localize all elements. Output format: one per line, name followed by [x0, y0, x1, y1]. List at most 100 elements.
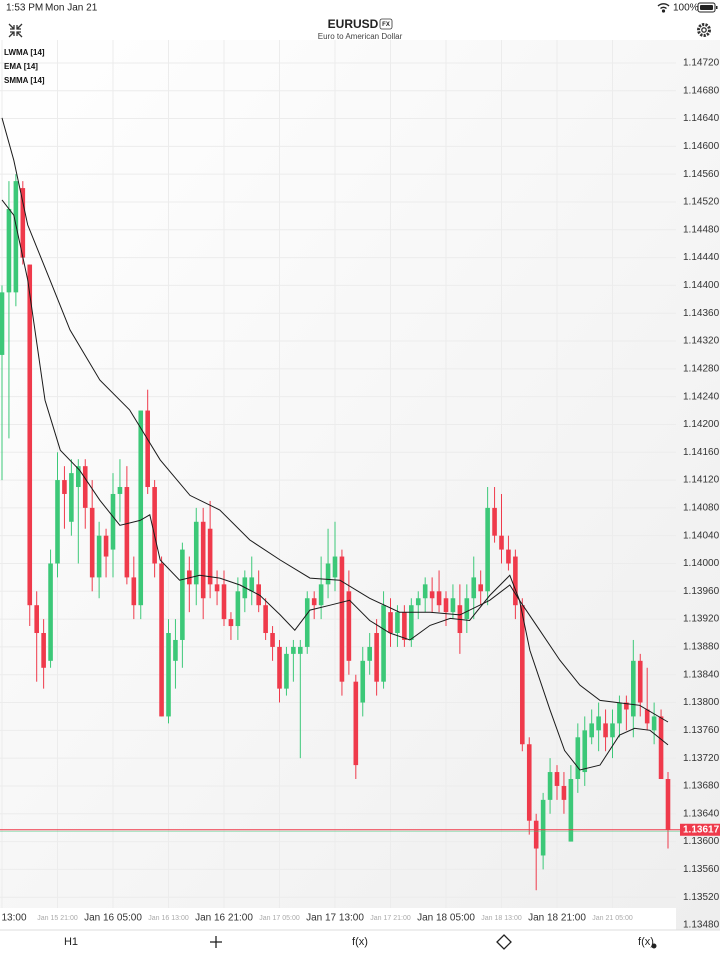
candle-body [443, 598, 449, 613]
indicator-line [1, 199, 669, 771]
x-tick-label: Jan 16 05:00 [84, 913, 142, 924]
subtitle: Euro to American Dollar [318, 32, 403, 41]
candle-body [6, 208, 12, 293]
candle-body [651, 716, 657, 731]
y-tick-label: 1.13800 [683, 697, 720, 708]
y-tick-label: 1.13920 [683, 614, 720, 625]
y-tick-label: 1.13720 [683, 753, 720, 764]
timeframe-button[interactable]: H1 [64, 936, 78, 948]
candle-body [471, 577, 477, 599]
drawing-button[interactable] [496, 934, 512, 950]
plot [0, 117, 671, 891]
badge-frame [379, 18, 393, 30]
candle-body [547, 772, 553, 800]
candle-body [540, 799, 546, 856]
candle-body [27, 264, 33, 606]
y-tick-label: 1.14360 [683, 308, 720, 319]
candle-body [492, 507, 497, 536]
candle-body [69, 473, 74, 522]
candle-body [464, 598, 470, 620]
candle-body [193, 521, 199, 585]
candle-body [89, 507, 95, 578]
candle-body [249, 577, 255, 592]
candle-body [145, 410, 150, 488]
collapse-button[interactable] [8, 23, 23, 38]
top-bar [0, 0, 720, 40]
candle-body [82, 466, 88, 508]
y-tick-label: 1.14040 [683, 530, 720, 541]
candle-body [152, 487, 157, 564]
crosshair-button[interactable] [210, 936, 222, 948]
candle-body [228, 619, 234, 627]
candle-body [20, 188, 26, 258]
indicator-label[interactable]: LWMA [14] [4, 48, 45, 57]
candle-body [499, 535, 504, 550]
status-time: 1:53 PM [6, 3, 43, 14]
candle-body [48, 563, 53, 661]
candle-body [617, 702, 622, 724]
candle-body [367, 646, 372, 661]
candle-body [332, 556, 338, 578]
indicator-label[interactable]: SMMA [14] [4, 76, 45, 85]
candle-body [304, 598, 310, 647]
x-tick-label: Jan 17 13:00 [306, 913, 364, 924]
candle-body [214, 584, 220, 592]
indicators-button[interactable]: f(x) [352, 936, 368, 948]
candle-body [339, 556, 345, 682]
candle-body [284, 653, 289, 689]
axes: 1.14720 1.14680 1.14640 1.14600 1.14560 1.145… [0, 58, 720, 931]
candle-body [429, 591, 435, 599]
candle-body [422, 584, 428, 599]
candle-body [277, 646, 282, 689]
candle-body [34, 605, 39, 634]
candle-body [568, 779, 574, 842]
candle-body [450, 598, 456, 613]
x-axis-strip [0, 908, 676, 930]
candle-body [0, 292, 5, 355]
market-badge: FX [382, 22, 390, 28]
indicator-label[interactable]: EMA [14] [4, 62, 38, 71]
candle-body [402, 612, 407, 640]
x-tick-label: Jan 16 21:00 [195, 913, 253, 924]
x-tick-label: Jan 15 21:00 [37, 915, 78, 922]
symbol: EURUSD [328, 17, 379, 31]
candle-body [658, 716, 664, 780]
status-date: Mon Jan 21 [45, 3, 98, 14]
candle-body [665, 779, 671, 830]
y-tick-label: 1.14680 [683, 85, 720, 96]
y-tick-label: 1.13640 [683, 808, 720, 819]
candle-body [395, 612, 400, 634]
candle-body [610, 723, 615, 738]
candle-body [582, 730, 588, 773]
y-tick-label: 1.14600 [683, 141, 720, 152]
y-tick-label: 1.14160 [683, 447, 720, 458]
candle-body [270, 633, 275, 647]
indicator-line [1, 117, 669, 723]
candle-body [637, 660, 643, 703]
candle-body [575, 737, 581, 780]
y-tick-label: 1.14440 [683, 252, 720, 263]
y-tick-label: 1.13880 [683, 642, 720, 653]
candle-body [41, 633, 46, 668]
candle-body [325, 563, 331, 585]
y-tick-label: 1.14480 [683, 224, 720, 235]
candle-body [415, 598, 421, 606]
templates-button[interactable]: f(x) [638, 936, 654, 948]
y-tick-label: 1.14240 [683, 391, 720, 402]
candle-body [533, 820, 539, 849]
x-tick-label: Jan 18 21:00 [528, 913, 586, 924]
x-tick-label: Jan 18 05:00 [417, 913, 475, 924]
y-tick-label: 1.14720 [683, 58, 720, 69]
y-tick-label: 1.14000 [683, 558, 720, 569]
candle-body [603, 723, 608, 738]
candle-body [311, 598, 317, 606]
candle-body [110, 493, 116, 550]
y-tick-label: 1.13600 [683, 836, 720, 847]
candle-body [388, 612, 393, 634]
settings-button[interactable] [697, 23, 711, 37]
candle-body [235, 591, 241, 627]
candle-body [520, 605, 525, 745]
candle-body [159, 563, 164, 717]
candle-body [180, 549, 185, 640]
